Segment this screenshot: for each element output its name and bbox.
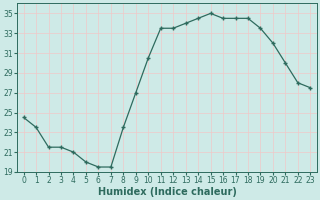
X-axis label: Humidex (Indice chaleur): Humidex (Indice chaleur) xyxy=(98,187,236,197)
